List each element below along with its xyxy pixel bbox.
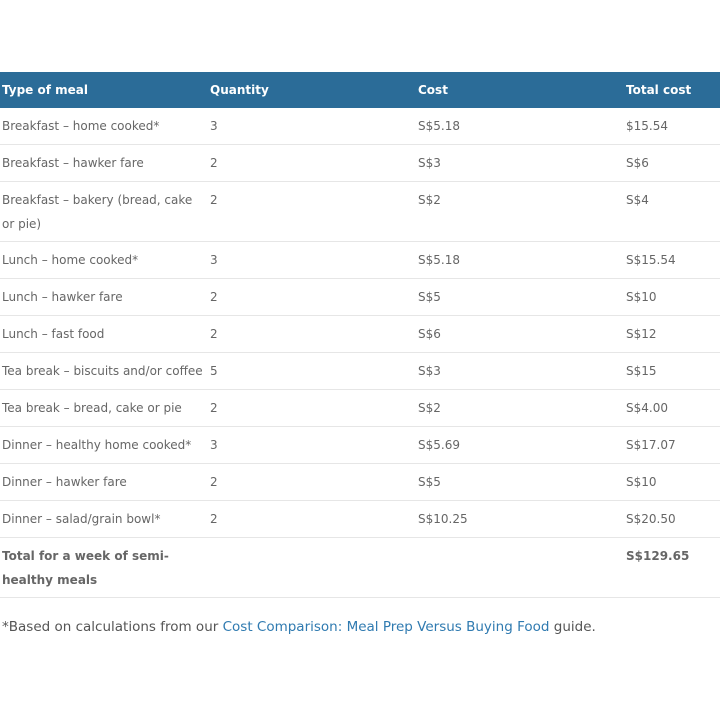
table-row: Breakfast – home cooked* 3 S$5.18 $15.54	[0, 108, 720, 145]
cell-quantity: 3	[208, 241, 416, 279]
cell-meal-type: Breakfast – home cooked*	[0, 108, 208, 145]
cell-quantity: 2	[208, 144, 416, 182]
table-row: Dinner – salad/grain bowl* 2 S$10.25 S$20.5…	[0, 500, 720, 538]
table-row: Breakfast – hawker fare 2 S$3 S$6	[0, 144, 720, 182]
cell-quantity: 2	[208, 315, 416, 353]
cell-total-cost: S$10	[624, 463, 720, 501]
cell-total-cost: S$17.07	[624, 426, 720, 464]
table-row: Lunch – home cooked* 3 S$5.18 S$15.54	[0, 241, 720, 279]
cell-cost: S$3	[416, 144, 624, 182]
cell-meal-type: Dinner – salad/grain bowl*	[0, 500, 208, 538]
cell-quantity: 3	[208, 426, 416, 464]
header-quantity: Quantity	[208, 72, 416, 108]
cell-total-cost: S$10	[624, 278, 720, 316]
total-row: Total for a week of semi-healthy meals S$…	[0, 537, 720, 598]
header-total-cost: Total cost	[624, 72, 720, 108]
cell-quantity: 2	[208, 500, 416, 538]
cell-cost: S$2	[416, 389, 624, 427]
table-row: Dinner – hawker fare 2 S$5 S$10	[0, 463, 720, 501]
cell-quantity: 2	[208, 278, 416, 316]
cell-meal-type: Breakfast – hawker fare	[0, 144, 208, 182]
cell-quantity: 2	[208, 463, 416, 501]
table-row: Tea break – bread, cake or pie 2 S$2 S$4.00	[0, 389, 720, 427]
table-header-row: Type of meal Quantity Cost Total cost	[0, 72, 720, 108]
header-type-of-meal: Type of meal	[0, 72, 208, 108]
cell-quantity: 3	[208, 108, 416, 145]
cell-meal-type: Breakfast – bakery (bread, cake or pie)	[0, 181, 208, 242]
table-row: Dinner – healthy home cooked* 3 S$5.69 S$17…	[0, 426, 720, 464]
cell-empty	[208, 537, 416, 598]
cell-total-cost: S$15.54	[624, 241, 720, 279]
cell-meal-type: Lunch – fast food	[0, 315, 208, 353]
table-row: Lunch – hawker fare 2 S$5 S$10	[0, 278, 720, 316]
cell-cost: S$2	[416, 181, 624, 242]
cell-cost: S$5.18	[416, 108, 624, 145]
total-value: S$129.65	[624, 537, 720, 598]
footnote-suffix: guide.	[549, 619, 596, 635]
cell-total-cost: $15.54	[624, 108, 720, 145]
cell-meal-type: Lunch – hawker fare	[0, 278, 208, 316]
footnote: *Based on calculations from our Cost Com…	[2, 619, 596, 635]
header-cost: Cost	[416, 72, 624, 108]
cell-total-cost: S$12	[624, 315, 720, 353]
cell-quantity: 2	[208, 181, 416, 242]
cell-meal-type: Tea break – bread, cake or pie	[0, 389, 208, 427]
cell-meal-type: Dinner – healthy home cooked*	[0, 426, 208, 464]
cell-meal-type: Tea break – biscuits and/or coffee	[0, 352, 208, 390]
table-row: Lunch – fast food 2 S$6 S$12	[0, 315, 720, 353]
cell-cost: S$5.69	[416, 426, 624, 464]
footnote-text: *Based on calculations from our	[2, 619, 223, 635]
cell-cost: S$10.25	[416, 500, 624, 538]
cell-total-cost: S$4	[624, 181, 720, 242]
table-row: Breakfast – bakery (bread, cake or pie) 2…	[0, 181, 720, 242]
meal-cost-table: Type of meal Quantity Cost Total cost Br…	[0, 72, 720, 598]
cell-cost: S$6	[416, 315, 624, 353]
cell-total-cost: S$15	[624, 352, 720, 390]
cell-empty	[416, 537, 624, 598]
cell-cost: S$3	[416, 352, 624, 390]
cell-cost: S$5.18	[416, 241, 624, 279]
cell-meal-type: Lunch – home cooked*	[0, 241, 208, 279]
cost-comparison-link[interactable]: Cost Comparison: Meal Prep Versus Buying…	[222, 619, 550, 635]
cell-meal-type: Dinner – hawker fare	[0, 463, 208, 501]
total-label: Total for a week of semi-healthy meals	[0, 537, 208, 598]
cell-total-cost: S$6	[624, 144, 720, 182]
cell-quantity: 2	[208, 389, 416, 427]
table-row: Tea break – biscuits and/or coffee 5 S$3 S$…	[0, 352, 720, 390]
cell-cost: S$5	[416, 463, 624, 501]
cell-quantity: 5	[208, 352, 416, 390]
cell-total-cost: S$20.50	[624, 500, 720, 538]
cell-cost: S$5	[416, 278, 624, 316]
cell-total-cost: S$4.00	[624, 389, 720, 427]
